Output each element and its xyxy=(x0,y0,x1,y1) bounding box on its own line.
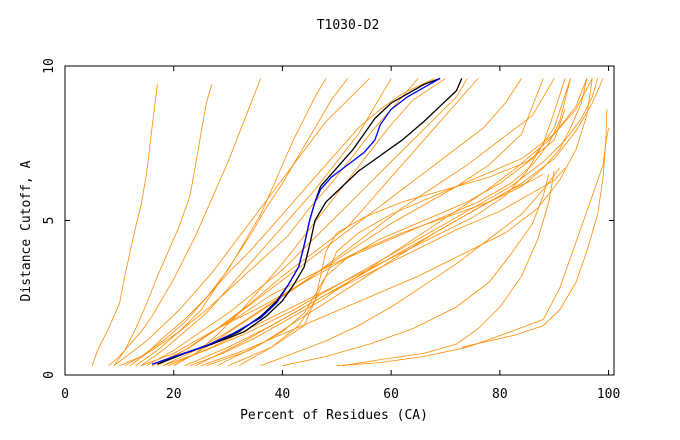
y-tick-label-0: 0 xyxy=(42,371,57,379)
series-line-0 xyxy=(91,84,158,366)
x-tick-label-1: 20 xyxy=(166,387,182,402)
series-line-10 xyxy=(184,173,544,367)
series-line-23 xyxy=(108,78,262,367)
x-tick-label-4: 80 xyxy=(492,387,508,402)
series-line-3 xyxy=(119,78,327,367)
series-line-11 xyxy=(195,167,566,367)
series-line-12 xyxy=(151,78,571,367)
series-layer xyxy=(91,77,609,367)
y-axis: 0 5 10 xyxy=(42,58,614,379)
series-line-24 xyxy=(113,78,370,367)
plot-frame xyxy=(64,65,615,376)
series-line-1 xyxy=(113,84,213,366)
x-tick-label-3: 60 xyxy=(383,387,399,402)
series-line-27 xyxy=(168,78,566,367)
series-line-19 xyxy=(282,174,550,367)
y-axis-label: Distance Cutoff, A xyxy=(19,160,34,301)
series-line-4 xyxy=(140,78,392,367)
x-axis: 0 20 40 60 80 100 xyxy=(61,66,620,402)
series-line-21 xyxy=(336,127,609,367)
series-line-22 xyxy=(461,109,608,348)
series-line-30 xyxy=(238,78,588,367)
series-line-34 xyxy=(151,77,441,365)
series-line-26 xyxy=(157,78,522,367)
y-tick-label-2: 10 xyxy=(42,58,57,74)
x-tick-label-5: 100 xyxy=(597,387,620,402)
series-line-14 xyxy=(162,78,599,367)
series-line-29 xyxy=(189,78,593,367)
y-tick-label-1: 5 xyxy=(42,217,57,225)
series-line-33 xyxy=(157,78,463,365)
series-line-28 xyxy=(124,78,419,367)
series-line-31 xyxy=(200,78,593,367)
x-tick-label-0: 0 xyxy=(61,387,69,402)
series-line-8 xyxy=(173,78,555,367)
series-line-15 xyxy=(217,78,604,367)
series-line-2 xyxy=(129,78,435,367)
series-line-9 xyxy=(162,78,544,367)
series-line-25 xyxy=(146,78,468,367)
series-line-17 xyxy=(227,109,566,367)
x-axis-label: Percent of Residues (CA) xyxy=(240,408,428,423)
series-line-18 xyxy=(260,167,560,367)
series-line-32 xyxy=(157,77,441,365)
chart-title: T1030-D2 xyxy=(317,18,380,33)
series-line-16 xyxy=(206,78,571,367)
series-line-20 xyxy=(342,171,555,367)
x-tick-label-2: 40 xyxy=(275,387,291,402)
series-line-6 xyxy=(173,78,446,367)
